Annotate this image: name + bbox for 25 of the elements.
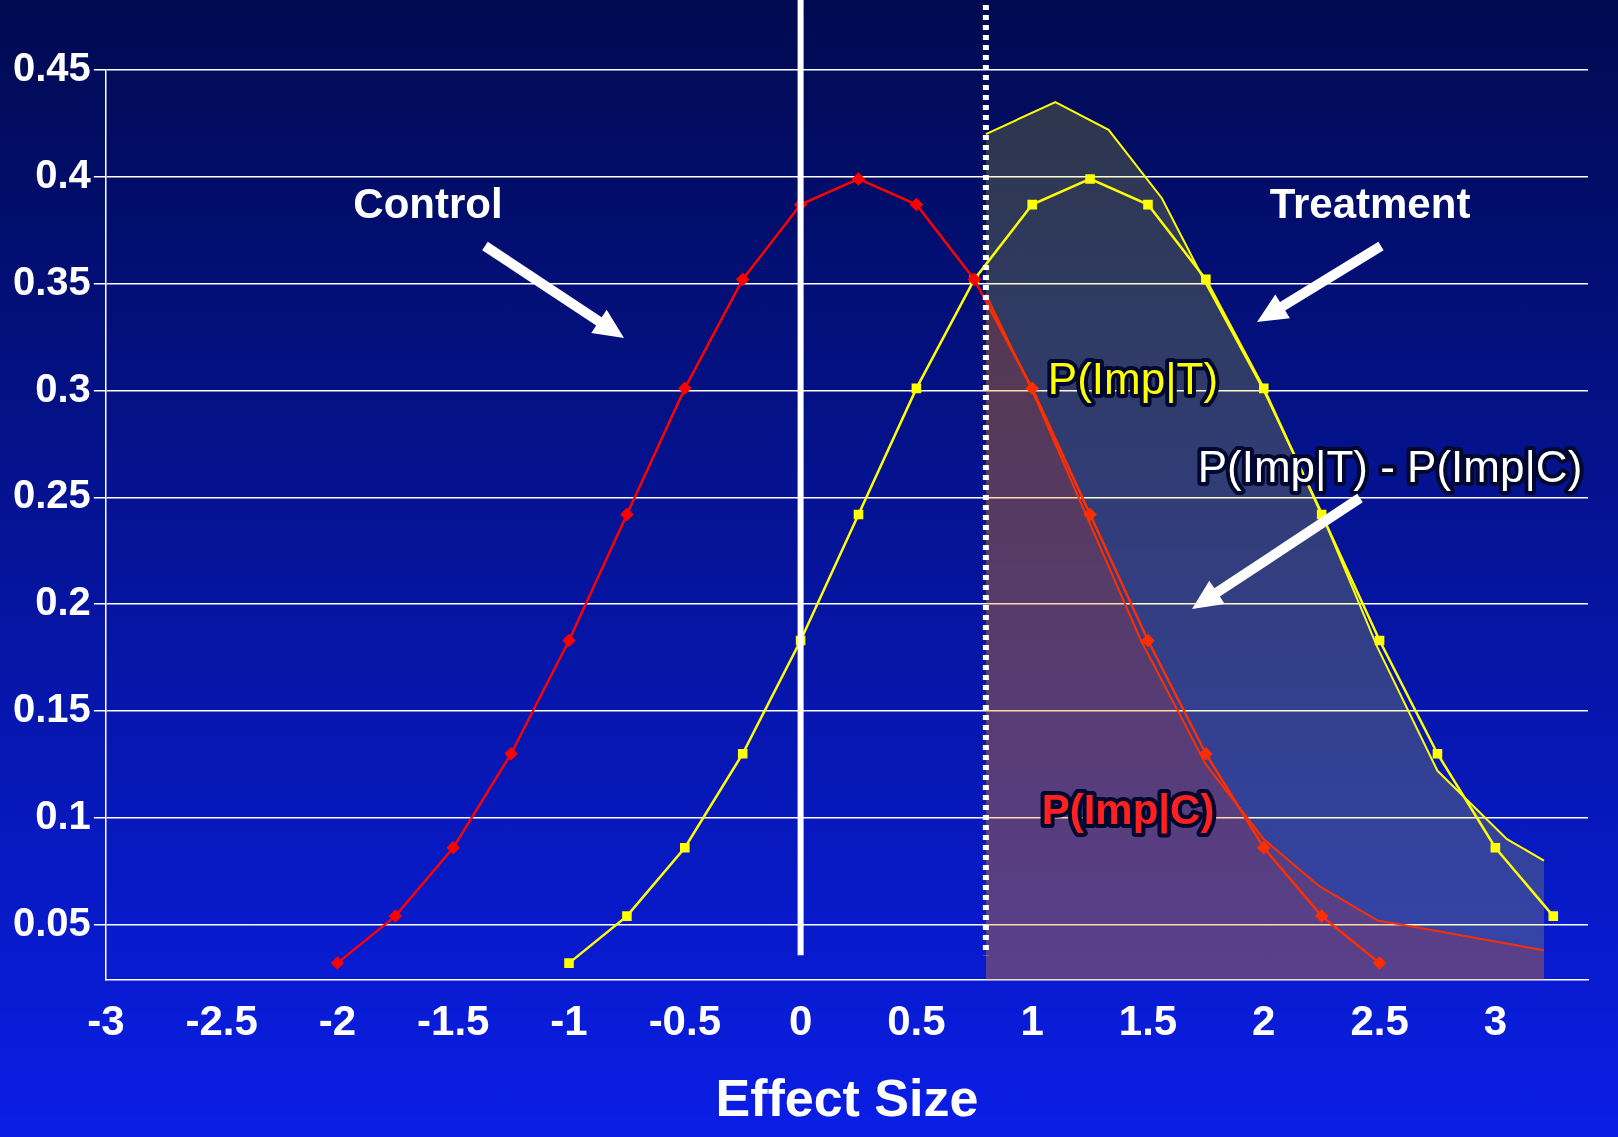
x-tick-label: 2.5 (1350, 996, 1409, 1044)
x-tick-label: -3 (87, 996, 125, 1044)
x-tick-label: -1.5 (417, 996, 490, 1044)
x-tick-label: 0.5 (887, 996, 946, 1044)
x-tick-label: 0 (788, 996, 813, 1044)
x-tick-label: 2 (1252, 996, 1276, 1044)
y-tick-label: 0.2 (35, 579, 91, 624)
y-tick-label: 0.25 (12, 472, 91, 517)
x-tick-label: -2 (318, 996, 357, 1044)
x-tick-label: -0.5 (648, 996, 721, 1044)
annotation: Control (353, 179, 503, 227)
x-tick-label: -2.5 (185, 996, 258, 1044)
x-tick-label: 1 (1020, 996, 1044, 1044)
y-tick-label: 0.3 (35, 365, 91, 410)
x-tick-label: 3 (1483, 996, 1508, 1044)
x-tick-label: -1 (550, 996, 588, 1044)
y-tick-label: 0.1 (35, 792, 91, 837)
y-tick-label: 0.35 (12, 258, 91, 303)
annotation: Treatment (1269, 179, 1471, 227)
x-tick-label: 1.5 (1118, 996, 1178, 1044)
y-tick-label: 0.45 (12, 45, 91, 90)
y-tick-label: 0.4 (35, 151, 92, 196)
y-tick-label: 0.05 (12, 899, 91, 944)
x-axis-title: Effect Size (715, 1069, 979, 1128)
y-tick-label: 0.15 (12, 686, 91, 731)
